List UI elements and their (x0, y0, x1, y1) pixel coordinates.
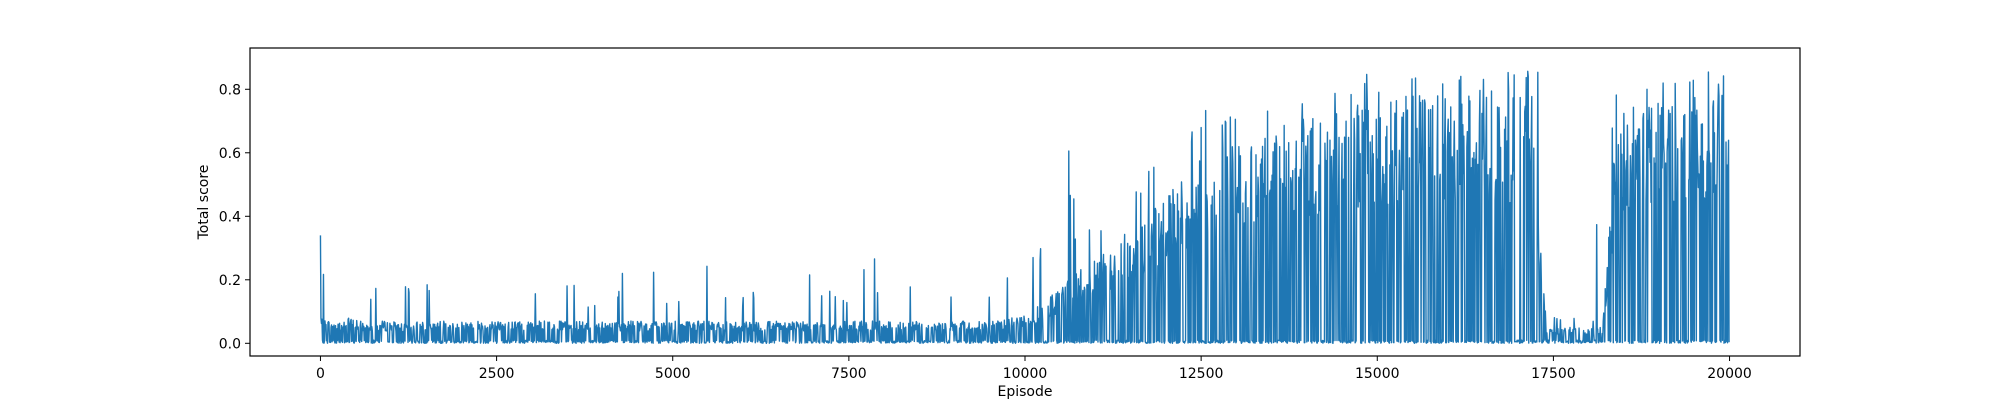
x-tick-label: 12500 (1179, 366, 1224, 382)
y-tick-label: 0.0 (219, 336, 241, 352)
x-axis: 0 2500 5000 7500 10000 12500 15000 17500 20000 (316, 356, 1752, 382)
y-tick-label: 0.6 (219, 146, 241, 162)
x-tick-label: 0 (316, 366, 325, 382)
y-axis: 0.0 0.2 0.4 0.6 0.8 (219, 82, 250, 352)
x-tick-label: 7500 (831, 366, 867, 382)
x-tick-label: 17500 (1531, 366, 1576, 382)
y-tick-label: 0.8 (219, 82, 241, 98)
y-tick-label: 0.2 (219, 273, 241, 289)
x-tick-label: 5000 (655, 366, 691, 382)
x-tick-label: 2500 (479, 366, 515, 382)
x-tick-label: 20000 (1707, 366, 1752, 382)
series-line (319, 70, 1730, 344)
y-axis-label: Total score (196, 165, 212, 241)
axes-frame (249, 47, 1801, 357)
x-tick-label: 10000 (1003, 366, 1048, 382)
x-tick-label: 15000 (1355, 366, 1400, 382)
y-tick-label: 0.4 (219, 209, 241, 225)
plot-area (319, 70, 1730, 344)
x-axis-label: Episode (998, 384, 1053, 400)
